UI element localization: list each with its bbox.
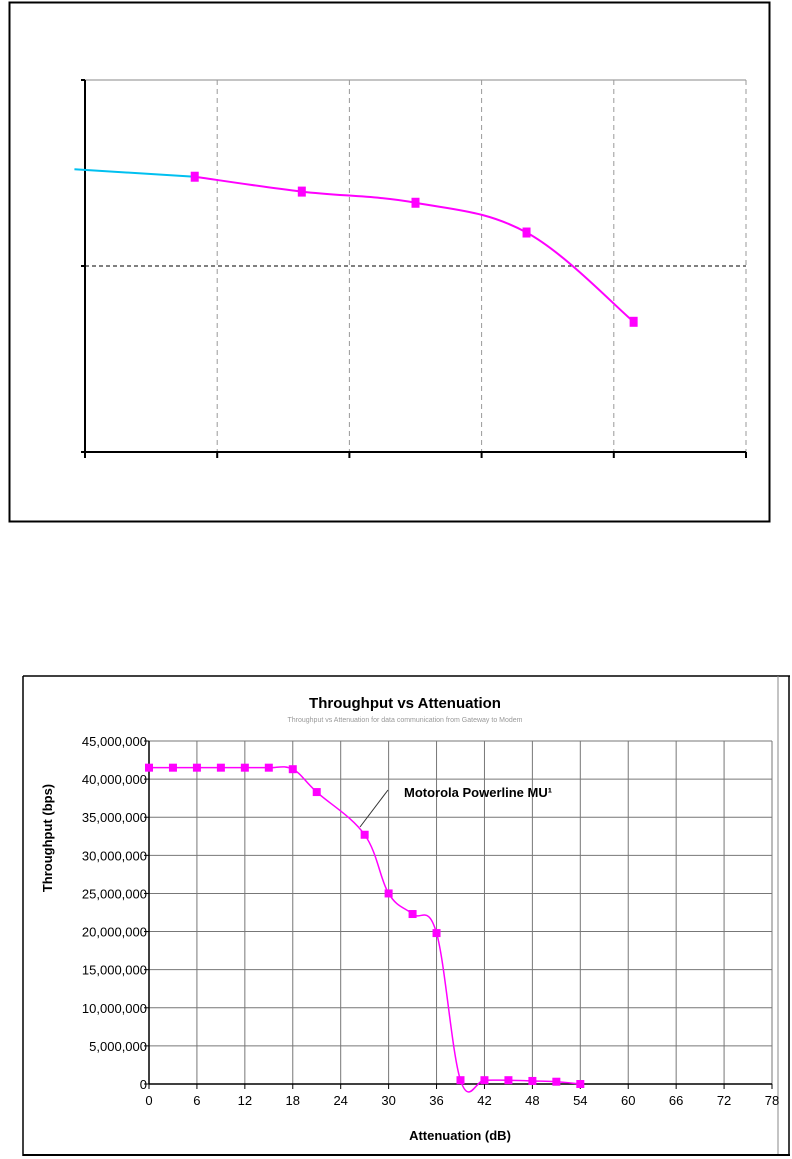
data-point	[629, 316, 638, 327]
x-tick-label: 72	[717, 1093, 731, 1108]
x-tick-label: 6	[193, 1093, 200, 1108]
y-tick-label: 45,000,000	[82, 734, 147, 749]
x-tick-label: 30	[381, 1093, 395, 1108]
x-tick-label: 42	[477, 1093, 491, 1108]
y-tick-label: 35,000,000	[82, 810, 147, 825]
y-tick-label: 40,000,000	[82, 772, 147, 787]
top-chart-frame	[8, 1, 771, 523]
data-point	[528, 1076, 537, 1085]
data-point	[264, 763, 273, 772]
data-point	[145, 763, 153, 772]
y-tick-label: 30,000,000	[82, 848, 147, 863]
data-point	[168, 763, 177, 772]
x-tick-label: 48	[525, 1093, 539, 1108]
top-chart	[8, 1, 771, 523]
y-tick-label: 5,000,000	[89, 1039, 147, 1054]
data-point	[480, 1076, 489, 1085]
y-tick-label: 15,000,000	[82, 963, 147, 978]
data-point	[432, 929, 441, 938]
annotation-leader-line	[359, 789, 389, 828]
x-tick-label: 24	[333, 1093, 347, 1108]
data-point	[576, 1080, 585, 1088]
y-tick-label: 20,000,000	[82, 925, 147, 940]
x-tick-label: 12	[238, 1093, 252, 1108]
series-annotation: Motorola Powerline MU¹	[404, 785, 552, 800]
data-point	[384, 889, 393, 898]
data-point	[456, 1076, 465, 1085]
chart-title: Throughput vs Attenuation	[309, 695, 501, 712]
data-point	[297, 186, 306, 197]
data-point	[240, 763, 249, 772]
data-point	[288, 765, 297, 774]
x-tick-label: 78	[765, 1093, 779, 1108]
chart-subtitle: Throughput vs Attenuation for data commu…	[287, 717, 522, 724]
x-tick-label: 18	[286, 1093, 300, 1108]
data-point	[360, 830, 369, 839]
y-axis-label: Throughput (bps)	[40, 784, 55, 892]
data-point	[408, 910, 417, 919]
extrapolation-line	[74, 168, 195, 178]
y-tick-label: 0	[140, 1077, 147, 1092]
data-point	[411, 197, 420, 208]
data-point	[552, 1077, 561, 1086]
x-tick-label: 0	[145, 1093, 152, 1108]
x-axis-label: Attenuation (dB)	[409, 1128, 511, 1143]
x-tick-label: 60	[621, 1093, 635, 1108]
data-point	[522, 227, 531, 238]
data-point	[504, 1076, 513, 1085]
data-point	[216, 763, 225, 772]
data-point	[192, 763, 201, 772]
y-tick-label: 10,000,000	[82, 1001, 147, 1016]
y-tick-label: 25,000,000	[82, 886, 147, 901]
bottom-chart: Throughput vs Attenuation Throughput vs …	[22, 675, 790, 1156]
x-tick-label: 54	[573, 1093, 587, 1108]
data-point	[312, 788, 321, 797]
data-point	[190, 171, 199, 182]
x-tick-label: 36	[429, 1093, 443, 1108]
throughput-line	[148, 766, 581, 1093]
x-tick-label: 66	[669, 1093, 683, 1108]
